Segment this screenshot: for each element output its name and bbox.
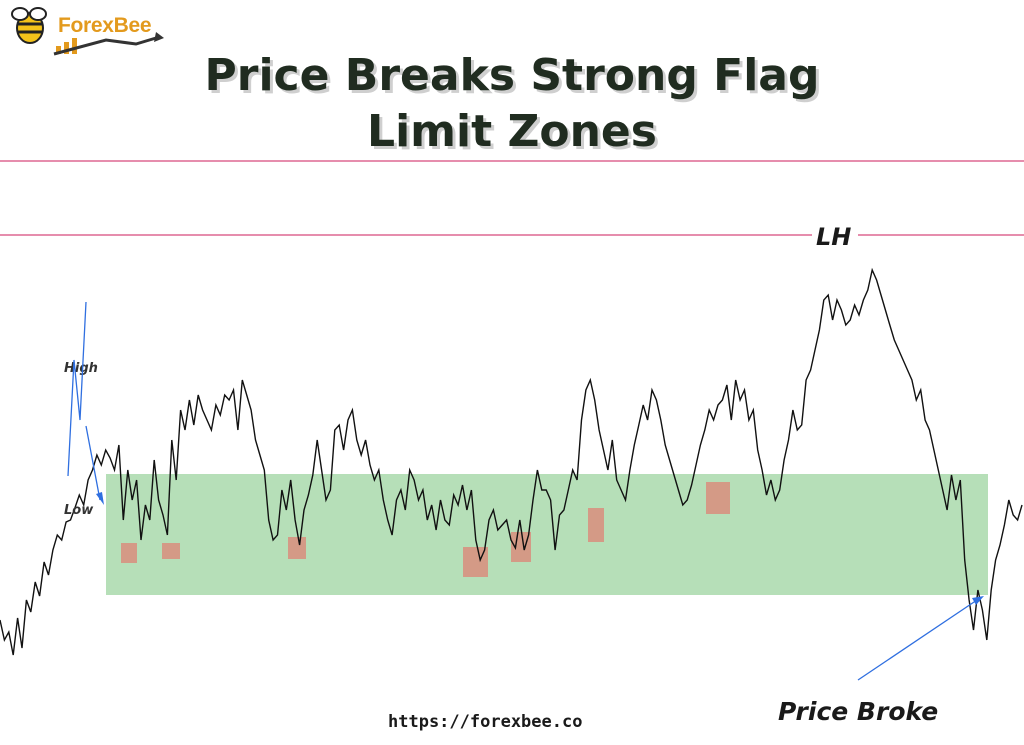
low-label: Low [64,503,94,518]
site-url: https://forexbee.co [388,712,583,732]
brand-name: ForexBee [58,14,152,37]
zone-tap-1 [121,543,137,563]
high-low-arrow [67,301,101,501]
high-low-arrowhead [96,492,104,505]
zone-tap-7 [706,482,730,514]
break-arrow [857,597,981,681]
lh-label-bg [812,220,858,250]
zone-tap-3 [288,537,306,559]
bee-icon [11,7,164,56]
title-line-1: Price Breaks Strong Flag [204,50,820,101]
page-title: Price Breaks Strong Flag Limit Zones [0,48,1024,160]
high-label: High [64,361,98,376]
price-broke-label: Price Broke [778,697,938,726]
zone-taps [121,482,730,577]
forexbee-logo: ForexBee [6,4,166,58]
title-line-2: Limit Zones [367,106,657,157]
lower-high-label: LH [816,223,851,251]
zone-tap-2 [162,543,180,559]
break-arrowhead [972,596,984,605]
price-line [0,267,1023,656]
zone-tap-5 [511,532,531,562]
zone-tap-6 [588,508,604,542]
flag-limit-zone [106,474,988,595]
